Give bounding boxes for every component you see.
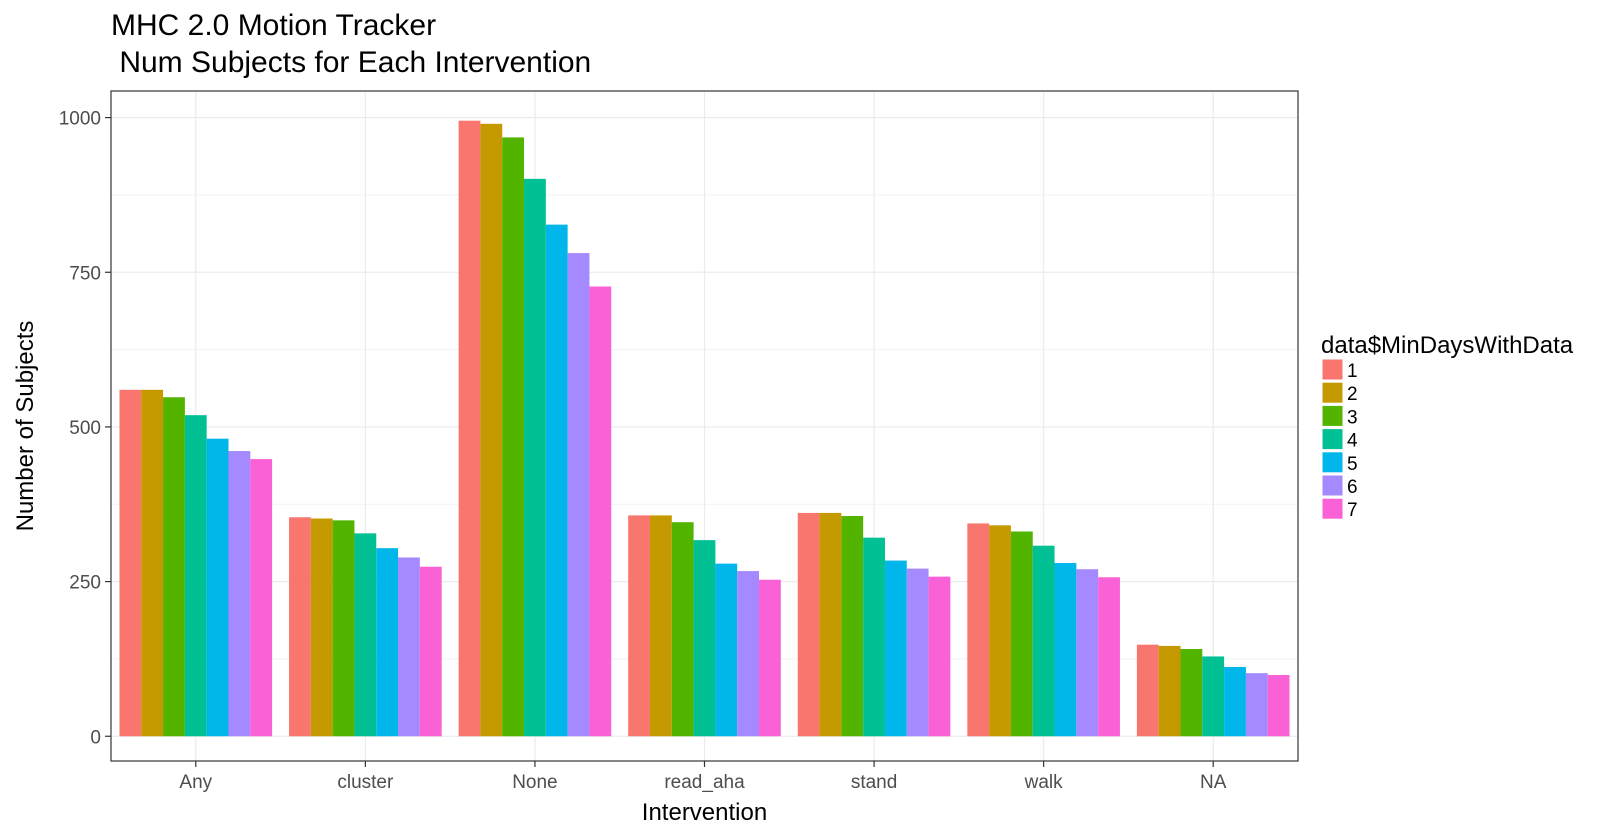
bar-NA-series-2	[1158, 645, 1181, 737]
bar-cluster-series-3	[332, 520, 355, 737]
bar-None-series-7	[589, 286, 612, 737]
legend-label-3: 3	[1347, 407, 1358, 428]
bar-NA-series-5	[1224, 666, 1246, 737]
bar-NA-series-4	[1202, 656, 1225, 737]
bar-cluster-series-7	[419, 566, 442, 737]
bar-cluster-series-1	[289, 517, 311, 737]
legend-label-4: 4	[1347, 431, 1358, 452]
y-tick-label: 0	[90, 727, 101, 748]
bar-walk-series-1	[967, 523, 990, 737]
legend-key-3	[1321, 404, 1344, 427]
y-tick-label: 1000	[59, 109, 101, 130]
bar-stand-series-6	[906, 568, 929, 737]
bar-Any-series-7	[250, 459, 273, 737]
x-axis: Any cluster None read_aha stand walk NA	[179, 761, 1227, 793]
x-tick-label: stand	[851, 772, 897, 793]
bar-stand-series-5	[884, 560, 907, 737]
bar-walk-series-6	[1076, 569, 1099, 737]
legend-key-6	[1321, 474, 1344, 497]
bar-read_aha-series-3	[671, 522, 694, 737]
y-tick-label: 250	[69, 573, 101, 594]
legend-key-4	[1321, 428, 1344, 451]
bar-cluster-series-6	[398, 557, 420, 737]
x-tick-label: cluster	[337, 772, 394, 793]
y-axis: 0 250 500 750 1000	[59, 109, 111, 748]
plot-panel	[110, 90, 1299, 762]
legend-label-6: 6	[1347, 477, 1358, 498]
bar-walk-series-7	[1098, 577, 1120, 737]
x-tick-label: walk	[1024, 772, 1064, 793]
bar-read_aha-series-5	[715, 563, 738, 737]
bar-NA-series-1	[1136, 644, 1159, 737]
bar-read_aha-series-2	[649, 515, 672, 737]
bar-cluster-series-2	[310, 518, 333, 737]
legend-label-1: 1	[1347, 361, 1358, 382]
chart-title-line-1: MHC 2.0 Motion Tracker	[111, 9, 436, 42]
bar-Any-series-2	[141, 389, 164, 737]
bar-Any-series-6	[228, 451, 251, 737]
chart-title-line-2: Num Subjects for Each Intervention	[111, 46, 591, 79]
bar-NA-series-7	[1267, 675, 1290, 737]
legend-label-2: 2	[1347, 384, 1358, 405]
bar-walk-series-2	[989, 525, 1011, 737]
x-axis-title: Intervention	[642, 799, 767, 826]
bar-cluster-series-5	[376, 548, 399, 737]
legend-label-5: 5	[1347, 454, 1358, 475]
bar-read_aha-series-6	[737, 571, 760, 737]
bar-Any-series-3	[163, 397, 185, 737]
bar-None-series-1	[458, 120, 481, 737]
bar-read_aha-series-1	[628, 515, 650, 737]
bar-read_aha-series-4	[693, 540, 716, 737]
legend-label-7: 7	[1347, 500, 1358, 521]
bar-stand-series-4	[863, 537, 885, 737]
bar-stand-series-3	[841, 516, 864, 737]
y-tick-label: 500	[69, 418, 101, 439]
legend-key-7	[1321, 497, 1344, 520]
bar-Any-series-4	[184, 415, 207, 737]
bar-None-series-6	[567, 253, 590, 737]
bar-stand-series-1	[797, 512, 820, 737]
x-tick-label: NA	[1200, 772, 1227, 793]
x-tick-label: Any	[179, 772, 212, 793]
bar-None-series-4	[524, 178, 546, 737]
y-axis-title: Number of Subjects	[12, 321, 39, 532]
chart-title: MHC 2.0 Motion Tracker Num Subjects for …	[111, 9, 591, 79]
bar-walk-series-5	[1054, 563, 1077, 737]
bar-NA-series-6	[1245, 673, 1268, 737]
bar-stand-series-2	[819, 512, 842, 737]
bar-stand-series-7	[928, 576, 951, 737]
bar-cluster-series-4	[354, 533, 377, 737]
bar-walk-series-4	[1032, 545, 1055, 737]
legend-key-1	[1321, 358, 1344, 381]
bar-Any-series-5	[206, 438, 229, 737]
bar-None-series-5	[545, 224, 568, 737]
legend-key-2	[1321, 381, 1344, 404]
bar-walk-series-3	[1010, 531, 1033, 737]
x-tick-label: read_aha	[664, 772, 745, 793]
bar-Any-series-1	[119, 389, 142, 737]
bar-NA-series-3	[1180, 649, 1203, 737]
bar-None-series-2	[480, 123, 503, 737]
legend-title: data$MinDaysWithData	[1321, 332, 1574, 359]
bar-None-series-3	[502, 137, 525, 737]
x-tick-label: None	[512, 772, 557, 793]
legend-key-5	[1321, 451, 1344, 474]
bar-read_aha-series-7	[759, 579, 781, 737]
y-tick-label: 750	[69, 263, 101, 284]
